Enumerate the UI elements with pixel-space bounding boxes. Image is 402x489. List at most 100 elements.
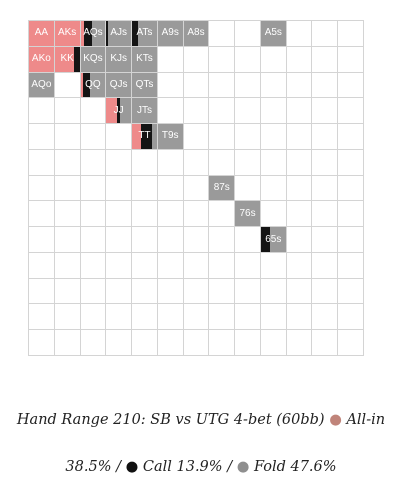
empty-cell [338,124,364,150]
empty-cell [157,252,184,279]
empty-cell [54,175,81,202]
empty-cell [132,252,158,279]
hand-label: JJ [113,104,124,116]
empty-cell [80,201,107,228]
hand-cell-kts: KTs [132,46,158,73]
hand-label: AQs [83,27,103,39]
empty-cell [54,252,81,279]
empty-cell [106,304,133,331]
empty-cell [209,46,236,73]
empty-cell [29,252,55,279]
legend-separator: / [227,459,233,475]
empty-cell [80,304,107,331]
empty-cell [260,252,287,279]
allin-segment [54,46,75,72]
empty-cell [235,278,261,305]
empty-cell [260,98,287,125]
empty-cell [183,175,210,202]
empty-cell [157,227,184,253]
empty-cell [183,201,210,228]
hand-label: A5s [264,27,282,39]
empty-cell [183,304,210,331]
empty-cell [157,46,184,73]
allin-legend-dot: ● [329,412,342,428]
hand-label: AA [34,27,49,39]
fold-segment [90,72,106,98]
empty-cell [209,304,236,331]
hand-cell-qjs: QJs [106,72,133,99]
fold-segment [106,72,132,98]
hand-cell-65s: 65s [260,227,287,253]
empty-cell [209,98,236,125]
fold-segment [260,21,286,46]
hand-cell-aqs: AQs [80,21,107,47]
hand-cell-a9s: A9s [157,21,184,47]
allin-legend-pct: 38.5% [65,459,112,475]
hand-label: A9s [161,27,179,39]
empty-cell [312,149,339,176]
empty-cell [235,124,261,150]
empty-cell [286,98,313,125]
empty-cell [235,46,261,73]
empty-cell [132,278,158,305]
empty-cell [286,72,313,99]
fold-segment [157,21,183,46]
empty-cell [286,149,313,176]
hand-label: KTs [136,53,153,65]
hand-cell-tt: TT [132,124,158,150]
empty-cell [80,149,107,176]
hand-label: AKo [31,53,51,65]
empty-cell [338,252,364,279]
hand-label: JTs [136,104,152,116]
fold-segment [151,124,157,149]
hand-cell-a5s: A5s [260,21,287,47]
empty-cell [54,72,81,99]
hand-label: KK [60,53,74,65]
empty-cell [209,330,236,356]
hand-cell-ako: AKo [29,46,55,73]
empty-cell [80,98,107,125]
empty-cell [312,124,339,150]
empty-cell [80,278,107,305]
empty-cell [29,330,55,356]
empty-cell [132,175,158,202]
empty-cell [286,278,313,305]
fold-segment [132,98,157,124]
empty-cell [106,252,133,279]
empty-cell [106,124,133,150]
empty-cell [106,201,133,228]
empty-cell [183,278,210,305]
fold-segment [209,175,235,201]
legend-line: 38.5% / ● Call 13.9% / ● Fold 47.6% [0,459,402,475]
empty-cell [235,149,261,176]
empty-cell [106,278,133,305]
hand-label: AKs [57,27,77,39]
fold-segment [269,227,286,252]
hand-range-grid: AA AKs AQs AJs ATs A9s A8s A5s AKo KK KQs KJs KTs AQo… [28,20,364,356]
empty-cell [80,330,107,356]
hand-cell-jts: JTs [132,98,158,125]
fold-segment [80,46,106,72]
empty-cell [286,124,313,150]
empty-cell [54,330,81,356]
empty-cell [183,124,210,150]
empty-cell [29,227,55,253]
hand-label: QTs [135,78,154,90]
hand-label: KJs [110,53,128,65]
empty-cell [209,252,236,279]
allin-segment [106,98,118,124]
hand-cell-kqs: KQs [80,46,107,73]
empty-cell [54,149,81,176]
empty-cell [157,175,184,202]
hand-cell-jj: JJ [106,98,133,125]
empty-cell [29,175,55,202]
empty-cell [157,278,184,305]
empty-cell [312,21,339,47]
hand-label: AJs [110,27,128,39]
empty-cell [29,124,55,150]
empty-cell [209,201,236,228]
empty-cell [183,46,210,73]
empty-cell [183,72,210,99]
empty-cell [209,227,236,253]
empty-cell [54,124,81,150]
